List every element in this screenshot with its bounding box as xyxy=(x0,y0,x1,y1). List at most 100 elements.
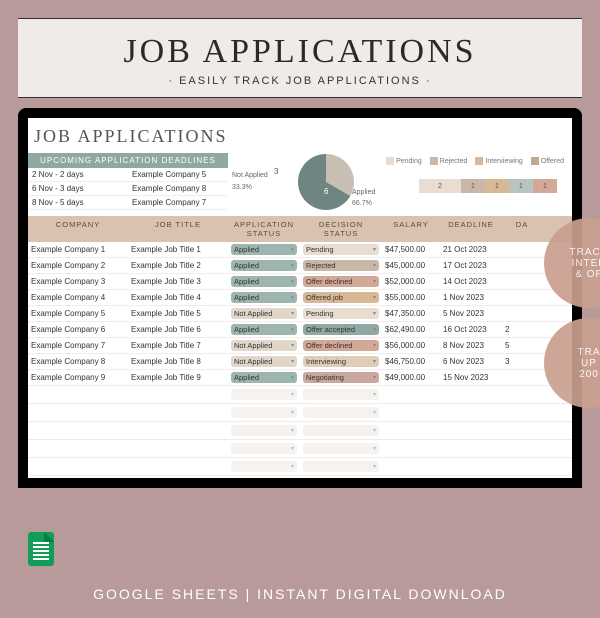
cell-salary[interactable]: $47,500.00 xyxy=(382,242,440,257)
cell-appstatus[interactable]: Not Applied xyxy=(228,338,300,353)
cell-decstatus[interactable]: Rejected xyxy=(300,258,382,273)
pie-label-notapplied: Not Applied33.3% xyxy=(232,170,268,192)
empty-dropdown[interactable] xyxy=(231,389,297,400)
cell-jobtitle[interactable]: Example Job Title 1 xyxy=(128,242,228,257)
status-legend: PendingRejectedInterviewingOffered xyxy=(386,157,564,165)
cell-deadline[interactable]: 14 Oct 2023 xyxy=(440,274,502,289)
col-deadline: DEADLINE xyxy=(440,216,502,242)
cell-appstatus[interactable]: Not Applied xyxy=(228,354,300,369)
cell-salary[interactable]: $49,000.00 xyxy=(382,370,440,385)
cell-decstatus[interactable]: Offer declined xyxy=(300,274,382,289)
cell-company[interactable]: Example Company 6 xyxy=(28,322,128,337)
cell-jobtitle[interactable]: Example Job Title 7 xyxy=(128,338,228,353)
cell-extra[interactable] xyxy=(502,274,542,289)
table-row: Example Company 9Example Job Title 9Appl… xyxy=(28,370,572,386)
cell-company[interactable]: Example Company 8 xyxy=(28,354,128,369)
table-row: Example Company 2Example Job Title 2Appl… xyxy=(28,258,572,274)
cell-extra[interactable] xyxy=(502,306,542,321)
cell-appstatus[interactable]: Not Applied xyxy=(228,306,300,321)
cell-deadline[interactable]: 1 Nov 2023 xyxy=(440,290,502,305)
cell-extra[interactable]: 3 xyxy=(502,354,542,369)
empty-dropdown[interactable] xyxy=(303,425,379,436)
cell-deadline[interactable]: 15 Nov 2023 xyxy=(440,370,502,385)
cell-decstatus[interactable]: Offer declined xyxy=(300,338,382,353)
cell-decstatus[interactable]: Offer accepted xyxy=(300,322,382,337)
cell-jobtitle[interactable]: Example Job Title 3 xyxy=(128,274,228,289)
empty-dropdown[interactable] xyxy=(303,443,379,454)
cell-extra[interactable] xyxy=(502,370,542,385)
cell-decstatus[interactable]: Negotiating xyxy=(300,370,382,385)
cell-extra[interactable]: 2 xyxy=(502,322,542,337)
cell-decstatus[interactable]: Pending xyxy=(300,306,382,321)
cell-company[interactable]: Example Company 2 xyxy=(28,258,128,273)
empty-dropdown[interactable] xyxy=(303,461,379,472)
pie-val-na: 3 xyxy=(274,167,278,176)
cell-decstatus[interactable]: Pending xyxy=(300,242,382,257)
cell-deadline[interactable]: 21 Oct 2023 xyxy=(440,242,502,257)
cell-decstatus[interactable]: Offered job xyxy=(300,290,382,305)
cell-decstatus[interactable]: Interviewing xyxy=(300,354,382,369)
cell-jobtitle[interactable]: Example Job Title 4 xyxy=(128,290,228,305)
legend-item: Interviewing xyxy=(475,157,522,165)
cell-deadline[interactable]: 5 Nov 2023 xyxy=(440,306,502,321)
cell-jobtitle[interactable]: Example Job Title 8 xyxy=(128,354,228,369)
deadlines-header: UPCOMING APPLICATION DEADLINES xyxy=(28,153,228,168)
cell-deadline[interactable]: 8 Nov 2023 xyxy=(440,338,502,353)
cell-company[interactable]: Example Company 7 xyxy=(28,338,128,353)
cell-deadline[interactable]: 6 Nov 2023 xyxy=(440,354,502,369)
cell-appstatus[interactable]: Applied xyxy=(228,370,300,385)
cell-appstatus[interactable]: Applied xyxy=(228,322,300,337)
cell-appstatus[interactable]: Applied xyxy=(228,242,300,257)
cell-salary[interactable]: $46,750.00 xyxy=(382,354,440,369)
deadline-row: 2 Nov - 2 daysExample Company 5 xyxy=(28,168,228,182)
banner-subtitle: · EASILY TRACK JOB APPLICATIONS · xyxy=(26,75,574,87)
empty-dropdown[interactable] xyxy=(231,443,297,454)
cell-jobtitle[interactable]: Example Job Title 9 xyxy=(128,370,228,385)
cell-appstatus[interactable]: Applied xyxy=(228,290,300,305)
sheet-title: JOB APPLICATIONS xyxy=(28,118,572,153)
cell-salary[interactable]: $47,350.00 xyxy=(382,306,440,321)
cell-appstatus[interactable]: Applied xyxy=(228,274,300,289)
legend-item: Offered xyxy=(531,157,564,165)
cell-extra[interactable] xyxy=(502,258,542,273)
deadline-row: 8 Nov - 5 daysExample Company 7 xyxy=(28,196,228,210)
deadline-row: 6 Nov - 3 daysExample Company 8 xyxy=(28,182,228,196)
cell-company[interactable]: Example Company 4 xyxy=(28,290,128,305)
empty-dropdown[interactable] xyxy=(303,407,379,418)
cell-appstatus[interactable]: Applied xyxy=(228,258,300,273)
empty-dropdown[interactable] xyxy=(303,389,379,400)
laptop-frame: JOB APPLICATIONS UPCOMING APPLICATION DE… xyxy=(18,108,582,488)
cell-deadline[interactable]: 17 Oct 2023 xyxy=(440,258,502,273)
cell-salary[interactable]: $62,490.00 xyxy=(382,322,440,337)
cell-jobtitle[interactable]: Example Job Title 2 xyxy=(128,258,228,273)
empty-dropdown[interactable] xyxy=(231,461,297,472)
empty-dropdown[interactable] xyxy=(231,425,297,436)
table-row-empty xyxy=(28,476,572,478)
cell-company[interactable]: Example Company 1 xyxy=(28,242,128,257)
cell-jobtitle[interactable]: Example Job Title 5 xyxy=(128,306,228,321)
col-decstatus: DECISION STATUS xyxy=(300,216,382,242)
cell-company[interactable]: Example Company 5 xyxy=(28,306,128,321)
table-row: Example Company 3Example Job Title 3Appl… xyxy=(28,274,572,290)
cell-salary[interactable]: $55,000.00 xyxy=(382,290,440,305)
cell-deadline[interactable]: 16 Oct 2023 xyxy=(440,322,502,337)
cell-company[interactable]: Example Company 3 xyxy=(28,274,128,289)
pie-val-a: 6 xyxy=(324,187,328,196)
empty-dropdown[interactable] xyxy=(231,407,297,418)
cell-jobtitle[interactable]: Example Job Title 6 xyxy=(128,322,228,337)
col-extra: DA xyxy=(502,216,542,242)
col-jobtitle: JOB TITLE xyxy=(128,216,228,242)
cell-salary[interactable]: $52,000.00 xyxy=(382,274,440,289)
table-row-empty xyxy=(28,458,572,476)
table-row-empty xyxy=(28,386,572,404)
table-row: Example Company 5Example Job Title 5Not … xyxy=(28,306,572,322)
chart-area: Not Applied33.3% Applied66.7% 3 6 Pendin… xyxy=(228,153,572,210)
cell-salary[interactable]: $56,000.00 xyxy=(382,338,440,353)
table-row-empty xyxy=(28,404,572,422)
cell-extra[interactable] xyxy=(502,290,542,305)
cell-extra[interactable] xyxy=(502,242,542,257)
cell-extra[interactable]: 5 xyxy=(502,338,542,353)
legend-item: Rejected xyxy=(430,157,468,165)
cell-salary[interactable]: $45,000.00 xyxy=(382,258,440,273)
cell-company[interactable]: Example Company 9 xyxy=(28,370,128,385)
